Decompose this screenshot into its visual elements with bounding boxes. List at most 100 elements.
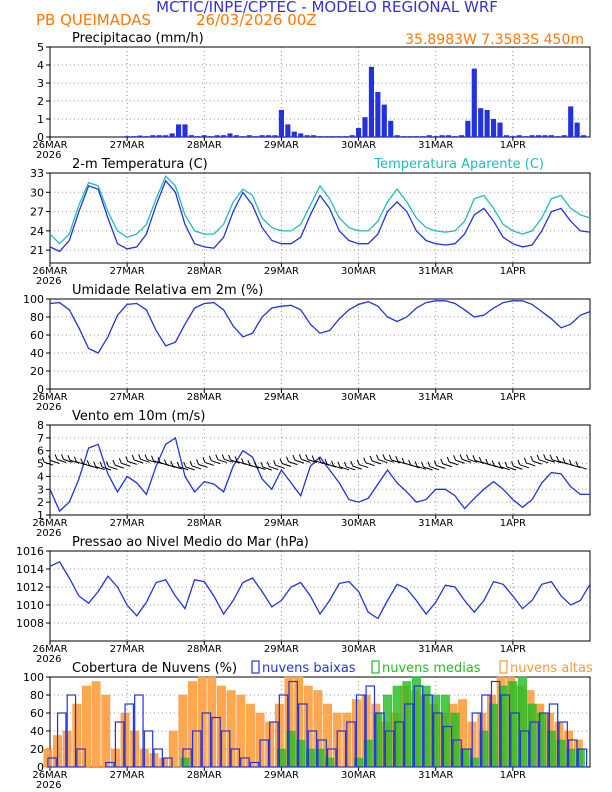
cloud-bar-nuvens-baixas (365, 685, 376, 768)
precip-bar (471, 68, 477, 137)
wind-barb-flag (260, 461, 264, 468)
wind-barb-flag (247, 459, 251, 466)
wind-barb-flag (478, 456, 482, 463)
wind-barb (449, 461, 459, 466)
wind-barb-flag (466, 454, 469, 460)
cloud-bar-nuvens-baixas (288, 680, 298, 768)
wind-barb-flag (356, 459, 360, 465)
cloud-bar-nuvens-altas (168, 730, 178, 768)
wind-barb-flag (536, 454, 540, 460)
wind-barb (333, 465, 343, 470)
panel-title: Vento em 10m (m/s) (72, 409, 205, 424)
plot-frame (49, 298, 591, 390)
wind-barb (101, 466, 112, 471)
precip-bar (304, 135, 310, 137)
wind-barb (294, 459, 305, 464)
wind-barb-flag (279, 458, 283, 464)
precip-bar (401, 136, 407, 137)
wind-barb (146, 459, 157, 464)
cloud-bar-nuvens-baixas (259, 739, 270, 768)
precip-bar (253, 136, 259, 137)
cloud-bar-nuvens-medias (180, 757, 190, 768)
y-tick-label: 60 (30, 329, 44, 342)
precip-bar (227, 133, 233, 137)
precip-bar (458, 135, 464, 137)
wind-barb (50, 460, 60, 464)
precip-bar (240, 136, 246, 137)
wind-barb-flag (562, 457, 566, 463)
wind-barb-flag (337, 461, 341, 467)
cloud-bar-nuvens-baixas (307, 730, 318, 768)
wind-barb (108, 465, 118, 470)
precip-bar (574, 122, 580, 137)
year-label: 2026 (36, 654, 61, 665)
wind-barb-flag (485, 458, 489, 465)
wind-barb-flag (311, 455, 315, 461)
panel-1: 0 1 2 3 4 5 26MAR 27MAR 28MAR 29MAR 30MAR 31MAR 1APR… (32, 31, 591, 161)
wind-barb-flag (446, 456, 450, 463)
wind-barb-flag (170, 460, 174, 467)
precip-bar (156, 135, 162, 137)
wind-barb-flag (61, 454, 64, 460)
precip-bar (478, 108, 484, 137)
year-label: 2026 (36, 150, 61, 161)
wind-barb-flag (414, 461, 418, 467)
wind-barb (211, 460, 221, 465)
x-tick-label: 29MAR (264, 266, 299, 277)
y-tick-label: 1008 (16, 617, 44, 630)
precip-bar (510, 136, 516, 137)
wind-barb-flag (556, 455, 559, 462)
precip-bar (497, 122, 503, 137)
wind-barb-flag (491, 460, 495, 466)
precip-bar (298, 133, 304, 137)
x-tick-label: 30MAR (341, 392, 376, 403)
series-line (49, 300, 591, 354)
wind-barb-flag (67, 454, 71, 461)
cloud-bar-nuvens-baixas (56, 712, 67, 768)
wind-barb (494, 465, 504, 470)
y-tick-label: 4 (37, 59, 44, 72)
x-tick-label: 28MAR (187, 518, 222, 529)
wind-barb-flag (151, 455, 154, 461)
wind-barb (339, 466, 350, 471)
wind-barb-flag (401, 457, 405, 464)
precip-bar (523, 136, 529, 137)
wind-barb-flag (118, 458, 122, 464)
wind-barb-flag (421, 461, 424, 468)
y-tick-label: 1012 (16, 581, 44, 594)
wind-barb-flag (112, 459, 116, 466)
wind-barb (423, 466, 433, 471)
precip-bar (581, 135, 587, 137)
wind-barb-flag (253, 461, 257, 467)
x-tick-label: 26MAR (32, 770, 67, 781)
cloud-bar-nuvens-baixas (384, 730, 395, 768)
wind-barb-flag (228, 454, 232, 461)
x-tick-label: 31MAR (418, 518, 453, 529)
y-tick-label: 60 (30, 707, 44, 720)
wind-barb (526, 462, 536, 467)
cloud-bar-nuvens-altas (236, 694, 246, 768)
precip-bar (330, 136, 336, 137)
wind-barb (410, 464, 420, 469)
wind-barb-flag (286, 456, 289, 462)
cloud-bar-nuvens-baixas (568, 739, 578, 768)
x-tick-label: 1APR (500, 518, 526, 529)
y-tick-label: 21 (30, 244, 44, 257)
wind-barb (506, 466, 517, 471)
legend-label: nuvens altas (510, 661, 593, 676)
precip-bar (311, 135, 317, 137)
wind-barb-flag (504, 461, 508, 468)
cloud-bar-nuvens-baixas (76, 748, 86, 768)
wind-barb (545, 458, 555, 463)
wind-barb-flag (388, 454, 392, 461)
wind-barb (455, 459, 465, 464)
y-tick-label: 24 (30, 225, 44, 238)
x-tick-label: 27MAR (110, 770, 145, 781)
y-tick-label: 33 (30, 167, 44, 180)
y-tick-label: 2 (37, 95, 44, 108)
wind-barb (352, 465, 362, 470)
cloud-bar-nuvens-baixas (124, 703, 135, 768)
wind-barb (391, 459, 401, 464)
